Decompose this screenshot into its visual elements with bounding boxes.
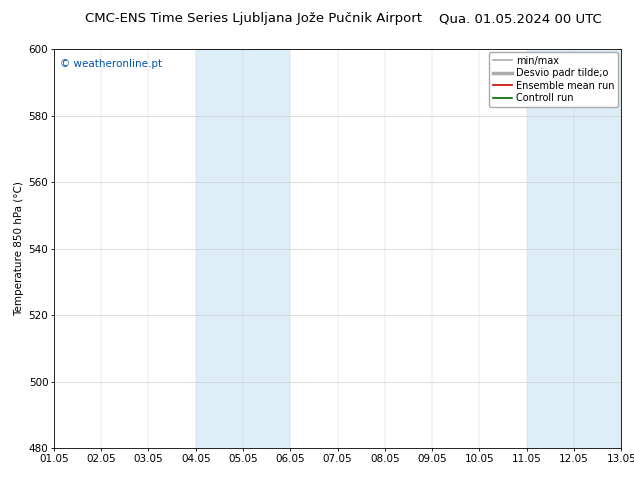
Legend: min/max, Desvio padr tilde;o, Ensemble mean run, Controll run: min/max, Desvio padr tilde;o, Ensemble m… <box>489 52 618 107</box>
Text: © weatheronline.pt: © weatheronline.pt <box>60 59 162 69</box>
Bar <box>527 49 621 448</box>
Bar <box>196 49 290 448</box>
Text: CMC-ENS Time Series Ljubljana Jože Pučnik Airport: CMC-ENS Time Series Ljubljana Jože Pučni… <box>85 12 422 25</box>
Y-axis label: Temperature 850 hPa (°C): Temperature 850 hPa (°C) <box>15 181 25 316</box>
Text: Qua. 01.05.2024 00 UTC: Qua. 01.05.2024 00 UTC <box>439 12 601 25</box>
